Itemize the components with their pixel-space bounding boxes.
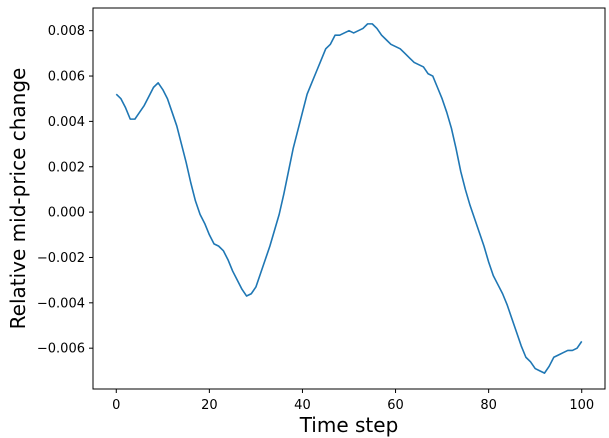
x-tick-label: 60 [387,398,404,413]
y-tick-label: 0.006 [48,70,85,85]
y-tick-label: 0.004 [48,115,85,130]
y-tick-label: 0.000 [48,206,85,221]
y-tick-label: 0.002 [48,160,85,175]
y-tick-label: −0.002 [37,251,85,266]
x-axis-label: Time step [299,413,399,437]
x-tick-label: 40 [294,398,311,413]
x-tick-label: 80 [480,398,497,413]
y-tick-label: −0.006 [37,342,85,357]
y-axis-label: Relative mid-price change [6,68,30,330]
x-tick-label: 100 [569,398,594,413]
series-line [115,23,583,374]
axes-frame [92,7,606,390]
x-tick-label: 0 [112,398,120,413]
x-axis: 0 20 40 60 80 100 [112,389,594,413]
y-tick-label: −0.004 [37,296,85,311]
y-axis: −0.006 −0.004 −0.002 0.000 0.002 0.004 0.006 0.… [37,24,93,357]
x-tick-label: 20 [201,398,218,413]
plot-area [115,23,583,374]
y-tick-label: 0.008 [48,24,85,39]
